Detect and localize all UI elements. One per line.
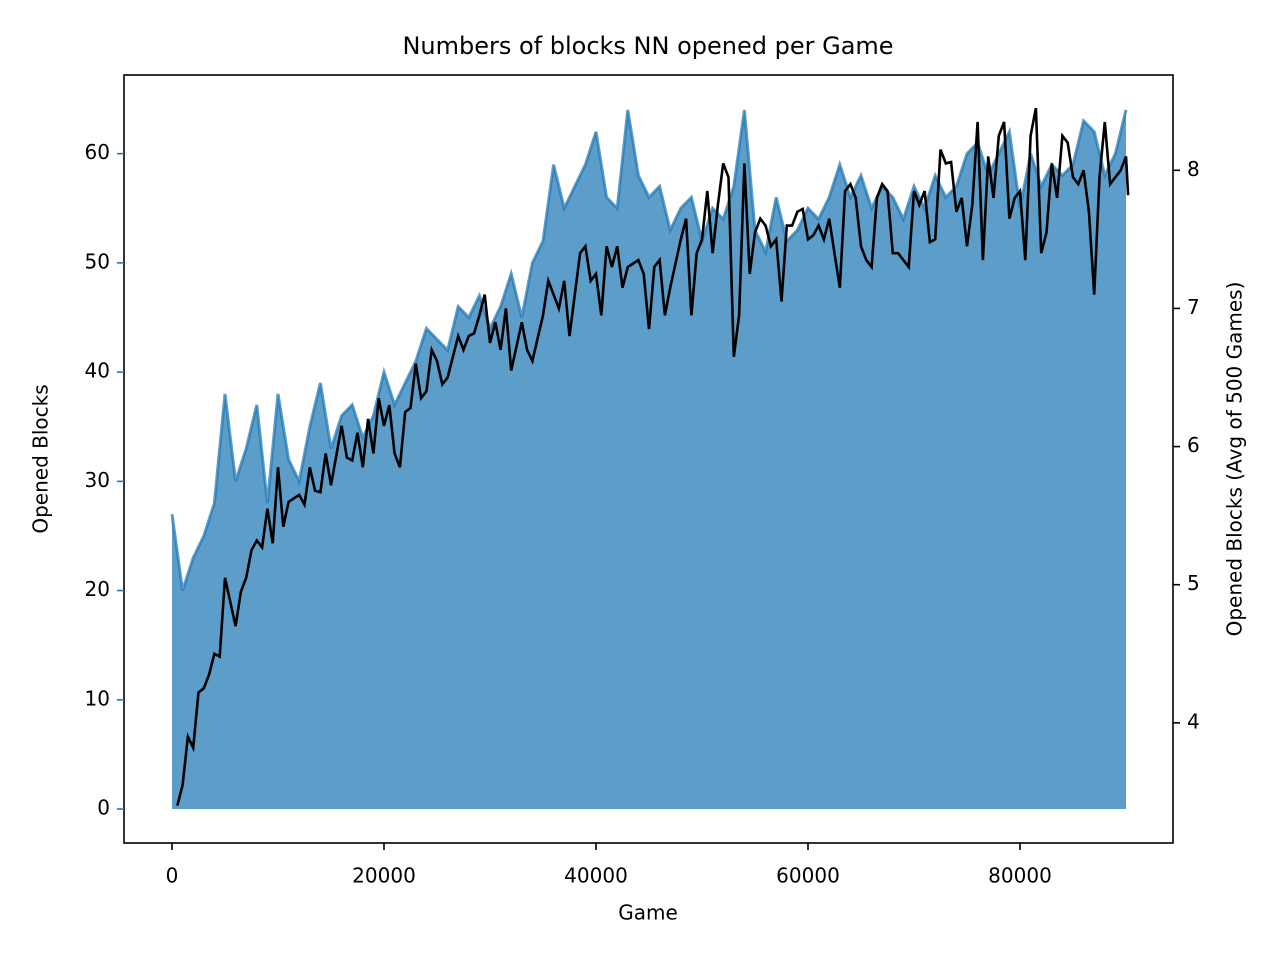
y-tick-label: 40: [85, 359, 110, 383]
y2-tick-label: 8: [1187, 157, 1200, 181]
y-tick-label: 0: [97, 796, 110, 820]
series-line: [170, 109, 1128, 592]
x-tick-label: 60000: [776, 864, 840, 888]
chart-title: Numbers of blocks NN opened per Game: [402, 32, 893, 60]
x-tick-label: 80000: [988, 864, 1052, 888]
y-tick-label: 10: [85, 686, 110, 710]
x-axis-label: Game: [618, 901, 678, 925]
y2-tick-label: 4: [1187, 709, 1200, 733]
y2-axis-label: Opened Blocks (Avg of 500 Games): [1223, 282, 1247, 637]
y-axis-label: Opened Blocks: [29, 384, 53, 533]
y-tick-label: 50: [85, 249, 110, 273]
y2-tick-label: 6: [1187, 433, 1200, 457]
x-tick-label: 40000: [564, 864, 628, 888]
y2-tick-label: 5: [1187, 571, 1200, 595]
plot-frame: [123, 74, 1174, 844]
y2-tick-label: 7: [1187, 295, 1200, 319]
x-tick-label: 20000: [352, 864, 416, 888]
x-tick-label: 0: [166, 864, 179, 888]
series-line: [176, 107, 1130, 807]
y-tick-label: 30: [85, 468, 110, 492]
y-tick-label: 20: [85, 577, 110, 601]
y-tick-label: 60: [85, 140, 110, 164]
area-fill: [171, 109, 1126, 810]
